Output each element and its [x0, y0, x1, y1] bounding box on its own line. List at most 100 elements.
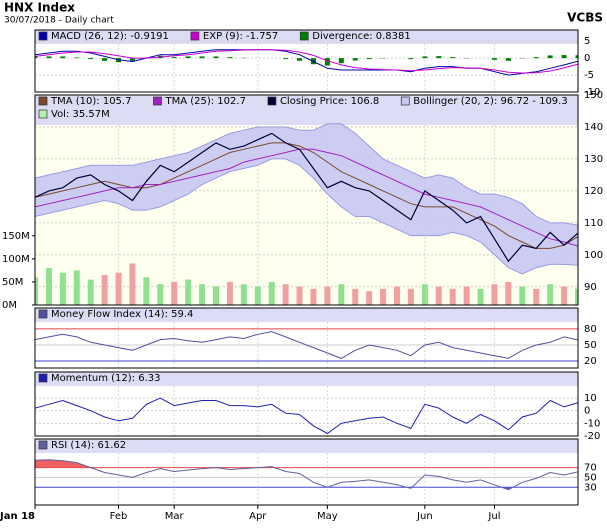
- divergence-bar: [46, 56, 52, 59]
- volume-bar: [157, 284, 164, 305]
- volume-bar: [380, 288, 387, 305]
- y-tick-label: 5: [584, 36, 590, 47]
- chart-title: HNX Index: [4, 1, 75, 15]
- divergence-bar: [88, 58, 94, 60]
- volume-bar: [45, 268, 52, 305]
- divergence-bar: [366, 58, 372, 60]
- bollinger-band: [35, 123, 578, 275]
- divergence-bar: [185, 56, 191, 59]
- indicator-line: [35, 459, 578, 491]
- y-tick-label: 140: [584, 122, 603, 133]
- volume-bar: [310, 288, 317, 305]
- legend-swatch: [267, 96, 277, 106]
- volume-bar: [561, 286, 568, 305]
- volume-bar: [352, 288, 359, 305]
- panel-frame: [34, 94, 579, 306]
- divergence-bar: [74, 57, 80, 59]
- panel-frame: [34, 29, 579, 93]
- x-tick-label: May: [317, 511, 338, 522]
- y-tick-label: 120: [584, 186, 603, 197]
- volume-bar: [129, 263, 136, 305]
- volume-bar: [505, 281, 512, 305]
- divergence-bar: [171, 57, 177, 59]
- y-tick-label: -5: [584, 70, 594, 81]
- source: VCBS: [567, 11, 603, 25]
- legend-label: TMA (25): 102.7: [164, 96, 245, 107]
- divergence-bar: [324, 58, 330, 66]
- y2-tick-label: 50M: [2, 277, 23, 288]
- volume-bar: [324, 286, 331, 305]
- divergence-bar: [213, 56, 219, 59]
- panel-frame: [34, 438, 579, 506]
- y-tick-label: 90: [584, 282, 597, 293]
- legend-band: [35, 95, 578, 125]
- y2-tick-label: 150M: [2, 231, 30, 242]
- volume-bar: [394, 286, 400, 305]
- legend-label: EXP (9): -1.757: [203, 31, 278, 42]
- legend-label: MACD (26, 12): -0.9191: [51, 31, 169, 42]
- indicator-line: [35, 49, 578, 74]
- volume-bar: [171, 281, 178, 305]
- y-tick-label: 50: [584, 340, 597, 351]
- legend-swatch: [153, 96, 162, 106]
- x-tick-label: Jan 18: [0, 511, 35, 522]
- volume-bar: [463, 286, 470, 305]
- price-line: [35, 132, 578, 263]
- indicator-line: [35, 331, 578, 359]
- volume-bar: [282, 284, 289, 305]
- divergence-bar: [533, 57, 539, 59]
- volume-bar: [407, 288, 414, 305]
- plot-area: [35, 331, 578, 359]
- plot-area: [35, 397, 578, 435]
- legend-label: Vol: 35.57M: [51, 109, 110, 120]
- legend-label: Divergence: 0.8381: [312, 31, 411, 42]
- divergence-bar: [436, 56, 442, 59]
- x-tick-label: Mar: [165, 511, 185, 522]
- x-tick-label: Jun: [416, 511, 433, 522]
- legend-swatch: [38, 109, 48, 119]
- y-tick-label: -10: [584, 418, 600, 429]
- volume-bar: [254, 286, 261, 305]
- divergence-bar: [505, 58, 511, 61]
- volume-bar: [519, 286, 526, 305]
- legend-swatch: [400, 96, 410, 106]
- y-tick-label: 70: [584, 463, 597, 474]
- volume-bar: [143, 277, 150, 305]
- volume-bar: [213, 286, 219, 305]
- volume-bar: [35, 277, 38, 305]
- volume-bar: [366, 291, 373, 305]
- indicator-line: [35, 148, 578, 247]
- volume-bar: [435, 286, 442, 305]
- legend-band: [35, 308, 578, 322]
- volume-bar: [240, 284, 247, 305]
- plot-area: [35, 49, 578, 76]
- plot-area: [35, 459, 578, 491]
- legend-label: Momentum (12): 6.33: [51, 373, 161, 384]
- indicator-line: [35, 397, 578, 435]
- divergence-bar: [102, 58, 108, 61]
- y-tick-label: 150: [584, 90, 603, 101]
- legend-label: Bollinger (20, 2): 96.72 - 109.3: [413, 96, 567, 107]
- divergence-bar: [297, 58, 303, 61]
- divergence-bar: [352, 58, 358, 61]
- divergence-bar: [575, 55, 578, 59]
- divergence-bar: [35, 56, 38, 59]
- x-tick-label: Jul: [487, 511, 500, 522]
- y2-tick-label: 0M: [2, 300, 17, 311]
- volume-bar: [338, 284, 345, 305]
- legend-swatch: [190, 31, 200, 41]
- divergence-bar: [408, 58, 414, 60]
- legend-swatch: [38, 440, 48, 450]
- volume-bar: [268, 281, 275, 305]
- y-tick-label: 80: [584, 324, 597, 335]
- volume-bar: [73, 270, 80, 305]
- legend-label: TMA (10): 105.7: [50, 96, 131, 107]
- divergence-bar: [450, 57, 456, 59]
- y-tick-label: 100: [584, 250, 603, 261]
- legend-band: [35, 439, 578, 453]
- y-tick-label: 0: [584, 53, 590, 64]
- y-tick-label: 0: [584, 406, 590, 417]
- x-tick-label: Feb: [110, 511, 128, 522]
